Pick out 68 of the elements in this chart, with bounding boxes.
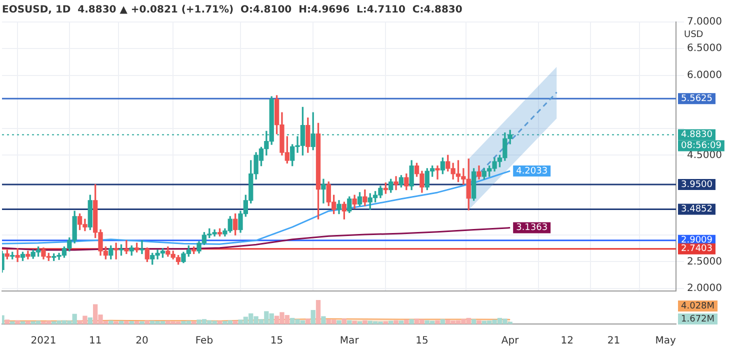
bar: [347, 320, 352, 324]
ref-line-label: 2.7403: [681, 244, 712, 254]
y-tick-label: 7.0000: [687, 16, 722, 28]
bar: [342, 318, 347, 324]
candlestick: [124, 240, 129, 254]
chart-title: EOSUSD, 1D 4.8830 ▲ +0.0821 (+1.71%) O:4.8100 H:4.9696 L:4.7110 C:4.8830: [2, 4, 462, 16]
candlestick: [26, 250, 30, 260]
bar: [310, 310, 316, 324]
y-tick-label: 2.5000: [687, 256, 722, 268]
bar: [108, 320, 114, 324]
y-tick-label: 4.5000: [687, 150, 722, 161]
x-tick-label: 21: [607, 336, 620, 347]
bar: [306, 318, 310, 324]
bar: [404, 320, 409, 324]
data-label: 3.1363: [516, 223, 548, 234]
candlestick: [15, 248, 20, 262]
candlestick: [394, 176, 398, 190]
bar: [362, 320, 368, 324]
bar: [388, 320, 394, 324]
candlestick: [140, 240, 144, 254]
x-tick-label: May: [655, 336, 676, 347]
x-tick-label: Mar: [340, 336, 360, 347]
bar: [134, 321, 140, 324]
bar: [476, 320, 482, 324]
x-tick-label: 20: [136, 336, 148, 347]
text: 08:56:09: [681, 141, 722, 152]
bar: [336, 320, 342, 324]
x-tick-label: 11: [88, 336, 102, 347]
candlestick: [114, 242, 118, 260]
bar: [316, 300, 321, 324]
candlestick: [435, 165, 440, 180]
x-tick-label: Apr: [501, 336, 520, 347]
bar: [118, 320, 124, 324]
bar: [140, 321, 144, 324]
text: 1.672M: [681, 314, 715, 324]
bar: [352, 320, 357, 324]
bar: [321, 316, 326, 324]
bar: [129, 321, 134, 324]
bar: [88, 317, 92, 324]
bar: [435, 320, 440, 324]
x-tick-label: 15: [416, 336, 428, 347]
x-tick-label: 2021: [30, 336, 56, 347]
y-tick-label: 6.5000: [687, 43, 722, 54]
ref-line-label: 3.9500: [681, 180, 713, 190]
candlestick: [321, 178, 326, 204]
x-tick-label: 15: [270, 336, 284, 347]
bar: [232, 320, 238, 324]
ref-line-label: 5.5625: [681, 94, 712, 104]
x-tick-label: Feb: [195, 336, 214, 347]
y-axis-title: USD: [684, 30, 704, 40]
y-tick-label: 2.0000: [687, 282, 722, 294]
ref-line-label: 3.4852: [681, 204, 712, 215]
ref-line-label: 4.8830: [681, 130, 713, 140]
bar: [409, 319, 414, 324]
bar: [217, 320, 222, 324]
bar: [15, 320, 20, 324]
bar: [471, 319, 476, 324]
bar: [124, 320, 129, 324]
bar: [144, 320, 150, 324]
bar: [26, 321, 30, 324]
bar: [440, 319, 446, 324]
bar: [398, 320, 404, 324]
y-tick-label: 6.0000: [687, 70, 722, 81]
text: 4.028M: [681, 301, 715, 312]
data-label: 4.2033: [516, 166, 548, 176]
bar: [114, 321, 118, 324]
bar: [394, 320, 398, 324]
x-tick-label: 12: [560, 336, 574, 347]
